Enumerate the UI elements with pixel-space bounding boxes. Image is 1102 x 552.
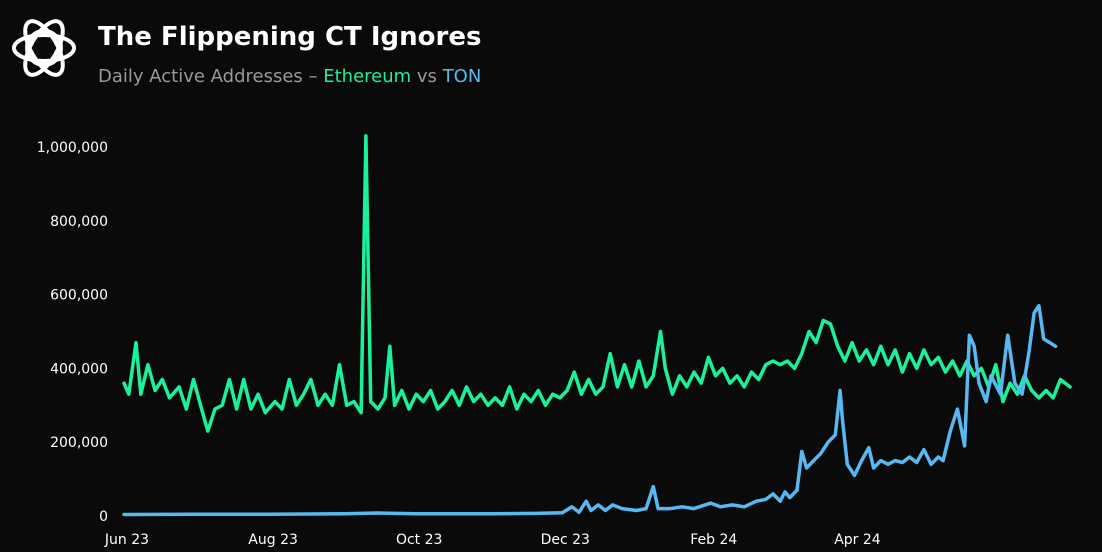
x-tick-label: Jun 23 [104, 532, 149, 548]
y-tick-label: 0 [99, 509, 108, 525]
subtitle-vs-label: vs [411, 66, 443, 87]
subtitle-prefix: Daily Active Addresses – [98, 66, 324, 87]
series-line-ton [122, 303, 1058, 517]
chart-title: The Flippening CT Ignores [98, 22, 482, 52]
y-tick-label: 400,000 [50, 361, 108, 377]
y-tick-label: 600,000 [50, 288, 108, 304]
series-layer [122, 134, 1072, 517]
knot-logo-icon [12, 19, 76, 77]
y-tick-label: 200,000 [50, 435, 108, 451]
y-tick-label: 1,000,000 [37, 140, 108, 156]
x-tick-label: Apr 24 [834, 532, 881, 548]
chart-header: The Flippening CT Ignores Daily Active A… [0, 0, 1102, 100]
subtitle-ethereum-label: Ethereum [323, 66, 412, 87]
x-tick-label: Feb 24 [690, 532, 737, 548]
subtitle-ton-label: TON [442, 66, 482, 87]
y-tick-label: 800,000 [50, 214, 108, 230]
x-tick-label: Aug 23 [248, 532, 298, 548]
x-tick-label: Dec 23 [541, 532, 590, 548]
x-axis: Jun 23 Aug 23 Oct 23 Dec 23 Feb 24 Apr 24 [104, 532, 881, 548]
y-axis: 0 200,000 400,000 600,000 800,000 1,000,000 [37, 140, 108, 525]
series-line-ethereum [122, 134, 1072, 433]
chart-subtitle: Daily Active Addresses – Ethereum vs TON [98, 66, 481, 87]
x-tick-label: Oct 23 [396, 532, 442, 548]
